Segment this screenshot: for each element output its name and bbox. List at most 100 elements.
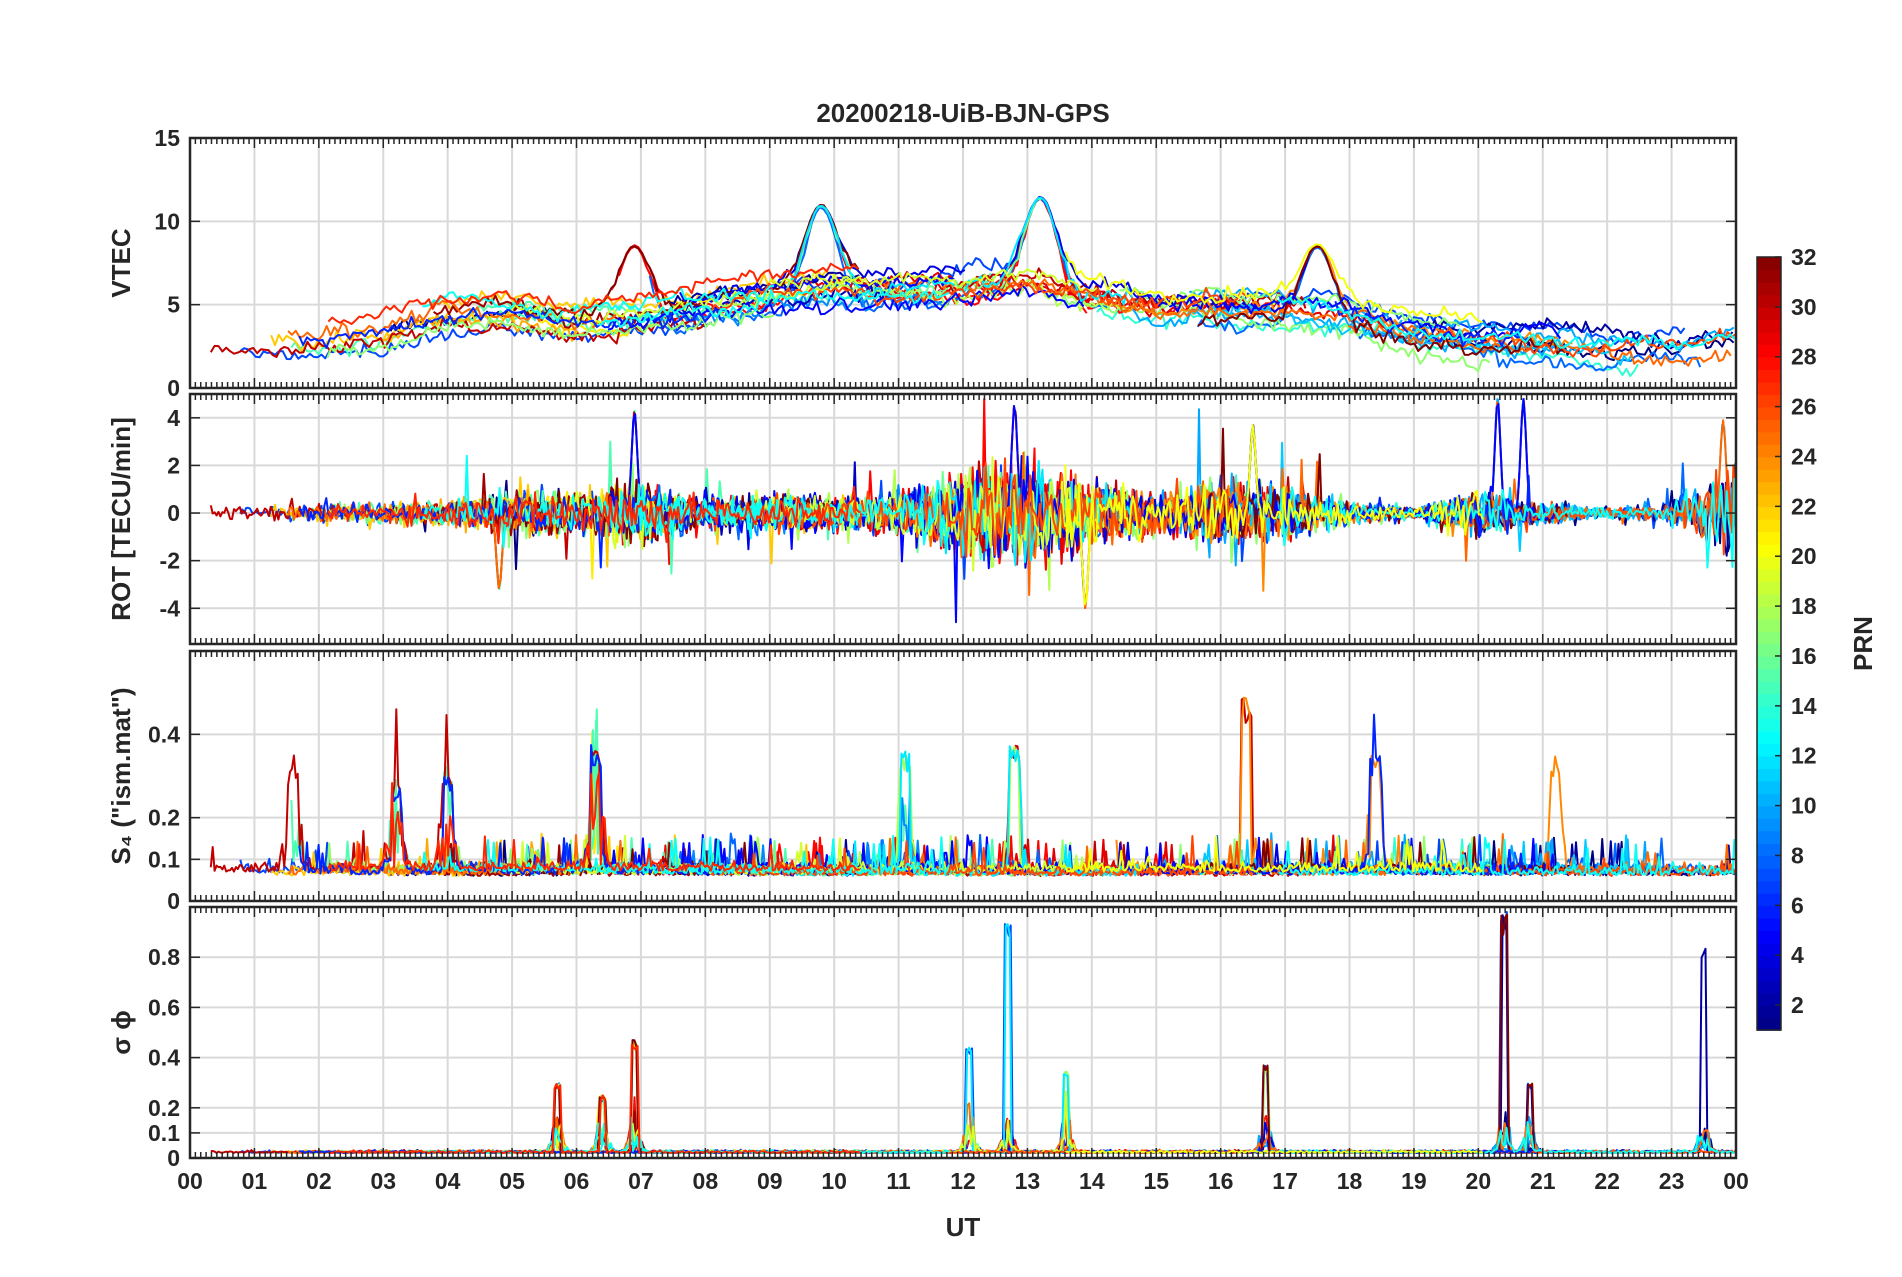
y-tick-label: 0.1: [148, 1120, 180, 1146]
colorbar-segment: [1757, 344, 1781, 358]
y-tick-label: 2: [167, 452, 180, 478]
series-line-prn-5: [1127, 288, 1562, 343]
colorbar-segment: [1757, 618, 1781, 632]
colorbar-segment: [1757, 930, 1781, 944]
series-group: [209, 196, 1736, 377]
x-tick-label: 07: [628, 1168, 654, 1194]
colorbar-segment: [1757, 356, 1781, 371]
y-tick-label: -4: [160, 595, 181, 621]
y-tick-label: 0: [167, 888, 180, 914]
series-line-prn-25: [287, 299, 625, 341]
colorbar-segment: [1757, 743, 1781, 757]
series-line-prn-13: [1277, 477, 1736, 569]
series-line-prn-19: [767, 268, 1098, 293]
colorbar-segment: [1757, 257, 1781, 271]
y-tick-label: 0.6: [148, 994, 180, 1020]
colorbar-segment: [1757, 793, 1781, 807]
y-tick-label: 0: [167, 500, 180, 526]
colorbar-segment: [1757, 331, 1781, 346]
series-line-prn-17: [326, 308, 777, 359]
colorbar-segment: [1757, 481, 1781, 495]
x-axis-title: UT: [946, 1212, 981, 1242]
colorbar-segment: [1757, 655, 1781, 670]
y-tick-label: 0.2: [148, 805, 180, 831]
colorbar-segment: [1757, 369, 1781, 383]
x-tick-label: 09: [757, 1168, 783, 1194]
colorbar-segment: [1757, 955, 1781, 969]
x-tick-label: 19: [1401, 1168, 1427, 1194]
series-line-prn-22: [270, 308, 516, 353]
colorbar-segment: [1757, 1017, 1781, 1031]
colorbar-tick-label: 18: [1791, 593, 1817, 619]
ticks: [189, 394, 1737, 644]
colorbar-segment: [1757, 917, 1781, 932]
colorbar-segment: [1757, 606, 1781, 620]
colorbar-segment: [1757, 406, 1781, 420]
series-line-prn-6: [298, 744, 722, 876]
colorbar-segment: [1757, 394, 1781, 408]
y-tick-label: 15: [154, 125, 180, 151]
colorbar-segment: [1757, 281, 1781, 296]
colorbar-tick-label: 8: [1791, 842, 1804, 868]
colorbar-segment: [1757, 755, 1781, 769]
colorbar-segment: [1757, 818, 1781, 832]
ticks: [189, 137, 1737, 389]
x-tick-label: 18: [1337, 1168, 1363, 1194]
colorbar-segment: [1757, 842, 1781, 857]
series-line-prn-7: [239, 321, 713, 361]
series-line-prn-12: [790, 196, 1140, 306]
y-axis-title: ROT [TECU/min]: [106, 417, 136, 621]
series-line-prn-27: [327, 485, 861, 545]
colorbar-tick-label: 22: [1791, 493, 1817, 519]
series-group: [209, 397, 1736, 624]
series-line-prn-26: [710, 282, 1249, 311]
series-line-prn-20: [1064, 243, 1483, 324]
panel-1: 0 5 10 15 VTEC: [106, 125, 1738, 401]
x-tick-label: 16: [1208, 1168, 1234, 1194]
colorbar-segment: [1757, 269, 1781, 283]
colorbar-segment: [1757, 942, 1781, 956]
x-tick-label: 05: [499, 1168, 525, 1194]
colorbar-segment: [1757, 980, 1781, 994]
colorbar-segment: [1757, 718, 1781, 732]
colorbar-tick-label: 4: [1791, 942, 1804, 968]
colorbar-segment: [1757, 867, 1781, 882]
colorbar-segment: [1757, 456, 1781, 470]
colorbar-label: PRN: [1848, 616, 1878, 671]
x-tick-label: 13: [1015, 1168, 1041, 1194]
colorbar-tick-label: 16: [1791, 643, 1817, 669]
series-line-prn-20: [1064, 424, 1484, 606]
series-group: [209, 696, 1736, 877]
colorbar-segment: [1757, 431, 1781, 445]
colorbar-segment: [1757, 680, 1781, 695]
chart-title: 20200218-UiB-BJN-GPS: [816, 98, 1109, 128]
colorbar-tick-label: 24: [1791, 443, 1817, 469]
y-axis-title: VTEC: [106, 228, 136, 298]
x-tick-label: 23: [1659, 1168, 1685, 1194]
x-tick-label: 14: [1079, 1168, 1105, 1194]
x-tick-label: 12: [950, 1168, 976, 1194]
ticks: [189, 651, 1737, 902]
series-line-prn-27: [327, 771, 860, 872]
colorbar-segment: [1757, 880, 1781, 894]
series-line-prn-25: [874, 276, 1421, 332]
colorbar-segment: [1757, 967, 1781, 981]
y-tick-label: 0.1: [148, 846, 180, 872]
colorbar-segment: [1757, 693, 1781, 707]
colorbar-segment: [1757, 905, 1781, 919]
colorbar-tick-label: 2: [1791, 992, 1804, 1018]
x-tick-label: 15: [1143, 1168, 1169, 1194]
y-tick-label: 10: [154, 208, 180, 234]
series-line-prn-13: [1277, 296, 1736, 351]
x-tick-label: 10: [821, 1168, 847, 1194]
x-tick-label: 01: [242, 1168, 268, 1194]
colorbar-tick-label: 20: [1791, 543, 1817, 569]
y-tick-label: 0.4: [148, 721, 180, 747]
series-line-prn-13: [1278, 836, 1736, 877]
series-line-prn-20: [1064, 835, 1484, 873]
colorbar-segment: [1757, 581, 1781, 595]
colorbar-segment: [1757, 705, 1781, 720]
colorbar-segment: [1757, 992, 1781, 1006]
x-tick-label: 06: [564, 1168, 590, 1194]
